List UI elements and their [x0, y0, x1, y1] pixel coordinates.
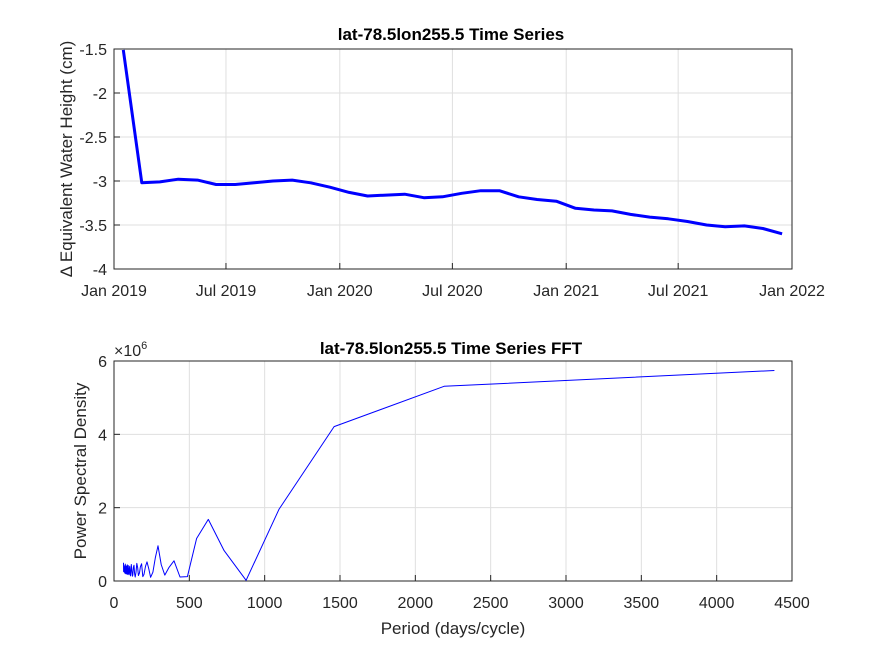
- fft-x-tick-label: 0: [110, 595, 119, 612]
- time-series-y-tick-label: -2.5: [79, 130, 107, 147]
- fft-x-tick-label: 3500: [624, 595, 660, 612]
- fft-y-exponent: ×106: [114, 340, 147, 360]
- time-series-y-tick-label: -1.5: [79, 42, 107, 59]
- time-series-x-tick-label: Jan 2020: [307, 283, 373, 300]
- time-series-axes: lat-78.5lon255.5 Time Series Jan 2019 Jul…: [57, 25, 825, 300]
- time-series-y-tick-label: -2: [93, 86, 107, 103]
- fft-x-tick-label: 4000: [699, 595, 735, 612]
- fft-xlabel: Period (days/cycle): [381, 619, 526, 638]
- time-series-grid: [113, 48, 793, 270]
- fft-y-tick-label: 2: [98, 501, 107, 518]
- fft-title: lat-78.5lon255.5 Time Series FFT: [320, 339, 583, 358]
- fft-frame: [113, 360, 793, 582]
- fft-x-tick-label: 1000: [247, 595, 283, 612]
- fft-axes: lat-78.5lon255.5 Time Series FFT 0 500 100…: [71, 339, 810, 638]
- time-series-x-tick-label: Jan 2021: [533, 283, 599, 300]
- time-series-line: [121, 49, 783, 236]
- fft-x-tick-label: 4500: [774, 595, 810, 612]
- fft-x-tick-label: 2500: [473, 595, 509, 612]
- fft-y-exponent-power: 6: [141, 340, 147, 352]
- time-series-y-tick-label: -3: [93, 174, 107, 191]
- time-series-title: lat-78.5lon255.5 Time Series: [338, 25, 564, 44]
- time-series-x-tick-label: Jul 2020: [422, 283, 483, 300]
- time-series-x-tick-label: Jul 2021: [648, 283, 709, 300]
- fft-x-tick-label: 500: [176, 595, 203, 612]
- fft-grid: [113, 360, 793, 582]
- fft-line: [123, 370, 775, 581]
- time-series-x-tick-label: Jan 2022: [759, 283, 825, 300]
- time-series-y-tick-label: -3.5: [79, 218, 107, 235]
- time-series-y-tick-label: -4: [93, 262, 107, 279]
- time-series-ticks: Jan 2019 Jul 2019 Jan 2020 Jul 2020 Jan 2021…: [79, 42, 825, 300]
- fft-y-exponent-base: ×10: [114, 343, 141, 360]
- fft-y-tick-label: 4: [98, 427, 107, 444]
- fft-y-tick-label: 6: [98, 354, 107, 371]
- time-series-x-tick-label: Jan 2019: [81, 283, 147, 300]
- time-series-x-tick-label: Jul 2019: [196, 283, 257, 300]
- time-series-frame: [113, 48, 793, 270]
- fft-x-tick-label: 1500: [322, 595, 358, 612]
- fft-ticks: 0 500 1000 1500 2000 2500 3000 3500 4000 4500 0 2 4 6: [98, 354, 810, 612]
- time-series-ylabel: Δ Equivalent Water Height (cm): [57, 41, 76, 278]
- fft-y-tick-label: 0: [98, 574, 107, 591]
- fft-x-tick-label: 2000: [398, 595, 434, 612]
- fft-ylabel: Power Spectral Density: [71, 382, 90, 559]
- fft-x-tick-label: 3000: [548, 595, 584, 612]
